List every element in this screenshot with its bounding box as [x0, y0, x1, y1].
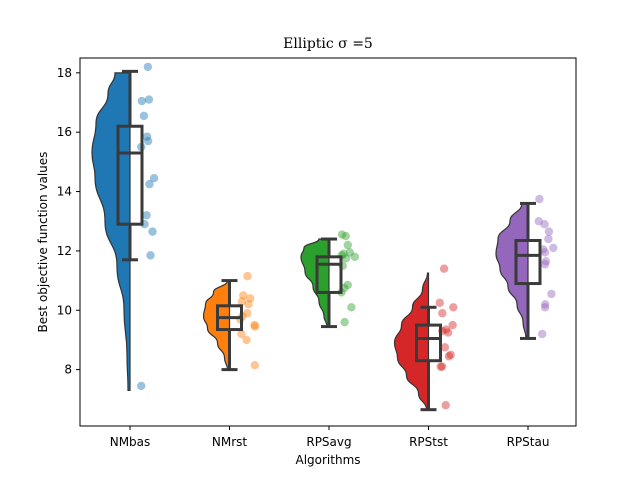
box-iqr	[116, 124, 144, 226]
category-group-RPStau	[495, 194, 558, 340]
data-point	[437, 362, 447, 371]
y-tick-label: 8	[64, 363, 72, 377]
y-tick-label: 16	[57, 125, 72, 139]
data-point	[544, 234, 553, 244]
data-point	[139, 111, 149, 121]
x-tick-label: NMrst	[212, 435, 248, 449]
data-point	[250, 320, 259, 330]
box-iqr	[514, 239, 542, 286]
data-point	[540, 248, 550, 257]
data-point	[243, 309, 252, 318]
data-point	[148, 227, 157, 236]
data-point	[444, 352, 454, 361]
data-point	[439, 264, 449, 273]
data-point	[535, 194, 544, 204]
x-tick-label: RPStst	[409, 435, 448, 449]
category-group-NMrst	[202, 271, 260, 372]
data-point	[146, 251, 155, 260]
data-point	[144, 95, 154, 104]
data-point	[347, 303, 356, 312]
data-point	[341, 254, 351, 263]
plot-area	[91, 62, 558, 412]
data-point	[237, 297, 247, 306]
data-point	[142, 132, 152, 141]
data-point	[540, 219, 549, 229]
data-point	[343, 280, 352, 290]
data-point	[343, 240, 353, 250]
data-point	[341, 231, 350, 241]
data-point	[340, 317, 349, 327]
data-point	[441, 401, 450, 410]
violin-RPStst	[393, 272, 430, 411]
y-tick-label: 12	[57, 244, 72, 258]
data-point	[149, 173, 159, 183]
data-point	[449, 303, 458, 312]
violin-RPStau	[495, 202, 529, 340]
x-tick-label: RPStau	[507, 435, 550, 449]
data-point	[435, 298, 444, 308]
plot-frame	[79, 57, 577, 427]
data-point	[443, 328, 453, 337]
data-point	[350, 252, 359, 262]
data-point	[250, 360, 259, 370]
data-point	[544, 227, 554, 236]
y-axis-label: Best objective function values	[36, 152, 50, 333]
data-point	[438, 309, 447, 318]
x-tick-label: RPSavg	[306, 435, 351, 449]
data-point	[436, 362, 445, 371]
x-axis-label: Algorithms	[295, 453, 360, 467]
axes: NMbas NMrst RPSavg RPStst RPStau 8 10 12 14 16 18	[57, 66, 550, 449]
data-point	[243, 271, 252, 281]
data-point	[239, 291, 248, 300]
y-tick-label: 10	[57, 303, 72, 317]
violin-NMbas	[91, 72, 131, 391]
data-point	[540, 260, 550, 269]
data-point	[250, 322, 260, 331]
data-point	[540, 303, 550, 312]
chart-title: Elliptic σ =5	[283, 36, 373, 52]
data-point	[549, 243, 558, 253]
x-tick-label: NMbas	[110, 435, 151, 449]
data-point	[345, 248, 354, 257]
data-point	[440, 343, 450, 352]
data-point	[237, 329, 246, 339]
data-point	[534, 217, 543, 226]
data-point	[246, 294, 255, 303]
data-point	[143, 62, 153, 72]
category-group-RPSavg	[300, 230, 359, 329]
data-point	[541, 257, 551, 266]
box-iqr	[315, 255, 343, 294]
data-point	[242, 335, 251, 345]
data-point	[337, 230, 347, 239]
category-group-NMbas	[91, 62, 159, 391]
data-point	[538, 329, 547, 339]
category-group-RPStst	[393, 264, 458, 412]
data-point	[441, 325, 451, 334]
data-point	[137, 96, 147, 106]
violin-RPSavg	[300, 238, 330, 328]
data-point	[137, 381, 146, 391]
y-tick-label: 18	[57, 66, 72, 80]
data-point	[244, 300, 253, 309]
data-point	[541, 300, 550, 309]
data-point	[448, 320, 457, 330]
y-tick-label: 14	[57, 185, 72, 199]
data-point	[446, 350, 455, 359]
data-point	[142, 211, 151, 220]
box-iqr	[415, 323, 442, 363]
data-point	[143, 136, 153, 146]
data-point	[547, 289, 556, 299]
data-point	[145, 179, 154, 189]
